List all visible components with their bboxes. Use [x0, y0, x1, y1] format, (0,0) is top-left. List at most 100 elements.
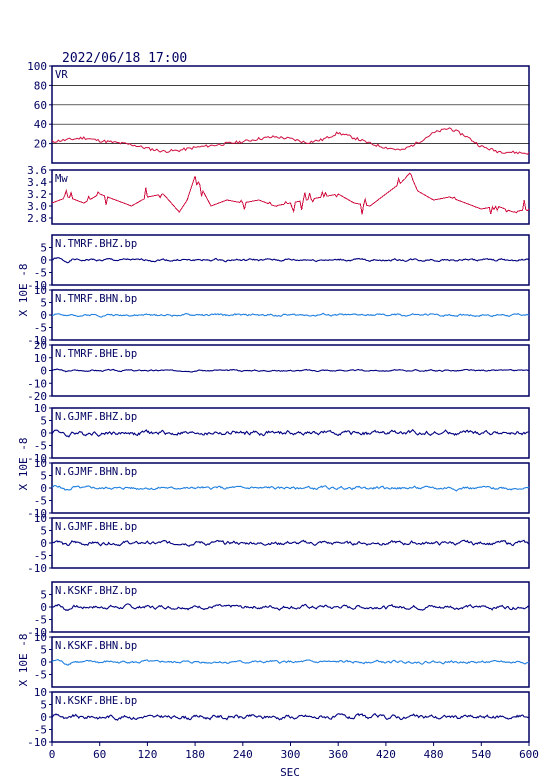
y-tick-label: 40	[34, 118, 47, 131]
panel-frame	[51, 169, 530, 225]
waveform-trace	[51, 368, 530, 373]
y-tick-label: 20	[34, 138, 47, 151]
x-tick-label: 480	[424, 748, 444, 761]
y-tick-label: 3.2	[27, 188, 47, 201]
y-unit-label: X 10E -8	[17, 438, 30, 491]
y-tick-label: 5	[40, 699, 47, 712]
panel-label: N.GJMF.BHE.bp	[55, 521, 137, 533]
y-tick-label: 5	[40, 525, 47, 538]
y-tick-label: 10	[34, 402, 47, 415]
panel-0: 20 40 60 80 100 VR	[27, 60, 530, 164]
y-tick-label: 5	[40, 589, 47, 602]
y-tick-label: 5	[40, 470, 47, 483]
y-tick-label: 3.6	[27, 164, 47, 177]
y-tick-label: 20	[34, 339, 47, 352]
x-axis: 0 60 120 180 240 300 360 420 480 540 600	[49, 742, 539, 761]
y-tick-label: -5	[34, 495, 47, 508]
y-unit-label: X 10E -8	[17, 634, 30, 687]
y-tick-label: 5	[40, 644, 47, 657]
waveform-trace	[51, 257, 530, 264]
y-tick-label: -10	[27, 377, 47, 390]
waveform-trace	[51, 712, 530, 721]
x-tick-label: 240	[233, 748, 253, 761]
y-tick-label: -5	[34, 669, 47, 682]
x-axis-label: SEC	[280, 766, 300, 779]
panel-label: Mw	[55, 173, 68, 185]
vr-series-line	[51, 127, 530, 155]
x-tick-label: 60	[93, 748, 106, 761]
waveform-trace	[51, 428, 530, 438]
x-tick-label: 0	[49, 748, 56, 761]
y-tick-label: -10	[27, 736, 47, 749]
panel-label: N.KSKF.BHN.bp	[55, 640, 137, 652]
y-tick-label: 0	[40, 365, 47, 378]
x-tick-label: 360	[328, 748, 348, 761]
y-tick-label: -5	[34, 267, 47, 280]
y-unit-labels: X 10E -8 X 10E -8 X 10E -8	[17, 264, 30, 687]
waveform-trace	[51, 539, 530, 547]
x-tick-label: 600	[519, 748, 539, 761]
x-tick-label: 180	[185, 748, 205, 761]
y-tick-label: -5	[34, 614, 47, 627]
mw-series-line	[51, 172, 530, 215]
y-tick-label: 0	[40, 254, 47, 267]
panel-8: -10-505 N.KSKF.BHZ.bp	[27, 581, 530, 639]
y-tick-label: -5	[34, 550, 47, 563]
panel-label: N.KSKF.BHE.bp	[55, 695, 137, 707]
y-tick-label: -10	[27, 452, 47, 465]
panel-label: N.GJMF.BHN.bp	[55, 466, 137, 478]
y-tick-label: 10	[34, 457, 47, 470]
y-tick-label: -10	[27, 507, 47, 520]
x-tick-label: 540	[471, 748, 491, 761]
figure-title: 2022/06/18 17:00	[62, 51, 187, 66]
y-tick-label: -10	[27, 562, 47, 575]
y-tick-label: 80	[34, 79, 47, 92]
panel-label: N.TMRF.BHN.bp	[55, 293, 137, 305]
y-tick-label: 0	[40, 711, 47, 724]
y-tick-label: 2.8	[27, 212, 47, 225]
y-tick-label: -5	[34, 322, 47, 335]
y-tick-label: 5	[40, 297, 47, 310]
x-tick-label: 300	[281, 748, 301, 761]
y-tick-label: 3.0	[27, 200, 47, 213]
x-tick-label: 420	[376, 748, 396, 761]
x-tick-label: 120	[137, 748, 157, 761]
panel-frame	[51, 65, 530, 164]
y-tick-label: 0	[40, 601, 47, 614]
y-tick-label: 0	[40, 309, 47, 322]
y-tick-label: -10	[27, 626, 47, 639]
y-tick-label: -20	[27, 390, 47, 403]
y-tick-label: 10	[34, 686, 47, 699]
panel-1: 2.83.03.23.43.6 Mw	[27, 164, 530, 225]
y-tick-label: 5	[40, 415, 47, 428]
y-tick-label: 10	[34, 631, 47, 644]
panel-label: N.TMRF.BHZ.bp	[55, 238, 137, 250]
y-tick-label: -10	[27, 279, 47, 292]
waveform-trace	[52, 312, 530, 318]
panel-label: N.KSKF.BHZ.bp	[55, 585, 137, 597]
panel-label: VR	[55, 69, 68, 81]
y-tick-label: 10	[34, 284, 47, 297]
y-tick-label: 100	[27, 60, 47, 73]
y-tick-label: 5	[40, 242, 47, 255]
y-tick-label: 0	[40, 656, 47, 669]
y-tick-label: -10	[27, 334, 47, 347]
panel-label: N.GJMF.BHZ.bp	[55, 411, 137, 423]
waveform-trace	[51, 603, 530, 612]
y-tick-label: -5	[34, 440, 47, 453]
y-unit-label: X 10E -8	[17, 264, 30, 317]
y-tick-label: -5	[34, 724, 47, 737]
y-tick-label: 3.4	[27, 176, 47, 189]
panel-label: N.TMRF.BHE.bp	[55, 348, 137, 360]
y-tick-label: 0	[40, 427, 47, 440]
y-tick-label: 10	[34, 512, 47, 525]
